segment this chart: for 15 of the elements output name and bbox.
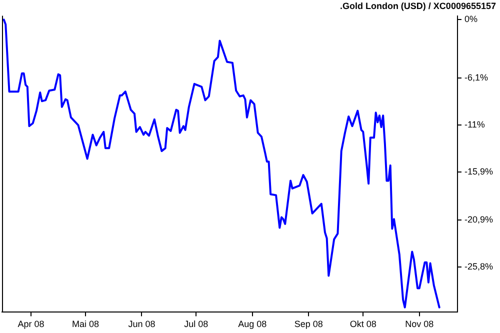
y-tick-label: -15,9% [464, 166, 494, 177]
y-tick-label: -11% [464, 120, 485, 130]
y-tick-label: -6,1% [464, 72, 488, 83]
y-tick-label: 0% [464, 14, 478, 24]
x-tick-label: Apr 08 [18, 319, 44, 330]
x-tick-label: Nov 08 [405, 319, 434, 330]
x-tick-label: Mai 08 [72, 319, 99, 330]
chart-title: .Gold London (USD) / XC0009655157 [340, 0, 496, 11]
y-tick-label: -25,8% [464, 262, 494, 272]
x-tick-label: Sep 08 [294, 319, 323, 330]
x-tick-label: Okt 08 [350, 319, 376, 330]
x-tick-label: Jul 08 [184, 319, 208, 330]
y-tick-label: -20,9% [464, 214, 494, 225]
x-tick-label: Jun 08 [128, 319, 156, 330]
x-tick-label: Aug 08 [238, 319, 267, 330]
